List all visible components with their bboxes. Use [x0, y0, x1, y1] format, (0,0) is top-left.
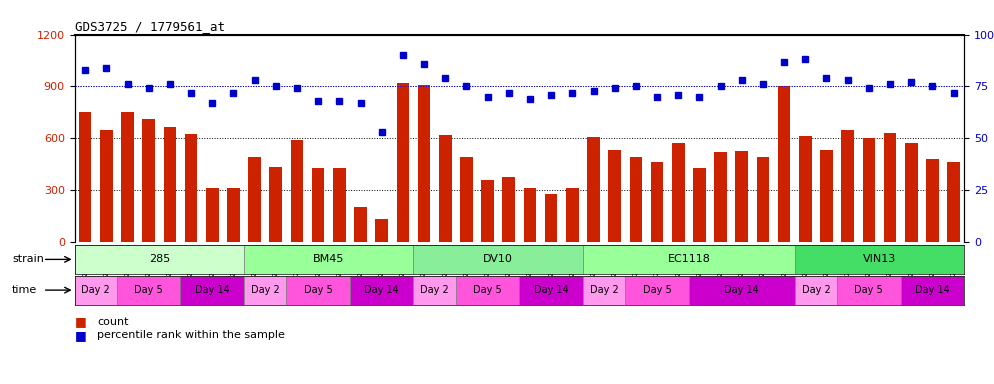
Text: Day 2: Day 2 — [420, 285, 449, 295]
Text: Day 2: Day 2 — [801, 285, 830, 295]
Bar — [312, 168, 324, 242]
Bar — [414, 276, 456, 305]
Bar — [397, 83, 410, 242]
Bar — [863, 138, 876, 242]
Text: GDS3725 / 1779561_at: GDS3725 / 1779561_at — [75, 20, 225, 33]
Bar — [524, 189, 537, 242]
Text: Day 14: Day 14 — [534, 285, 569, 295]
Bar — [269, 167, 282, 242]
Bar — [502, 177, 515, 242]
Bar — [926, 159, 938, 242]
Text: Day 5: Day 5 — [855, 285, 884, 295]
Bar — [286, 276, 350, 305]
Bar — [121, 113, 134, 242]
Bar — [582, 245, 795, 274]
Text: EC1118: EC1118 — [667, 254, 711, 265]
Bar — [884, 133, 897, 242]
Text: Day 5: Day 5 — [304, 285, 333, 295]
Bar — [79, 113, 91, 242]
Text: Day 2: Day 2 — [250, 285, 279, 295]
Text: time: time — [12, 285, 37, 295]
Bar — [481, 180, 494, 242]
Text: Day 2: Day 2 — [82, 285, 110, 295]
Bar — [117, 276, 181, 305]
Text: ■: ■ — [75, 329, 86, 342]
Bar — [841, 130, 854, 242]
Bar — [715, 152, 727, 242]
Bar — [376, 220, 388, 242]
Text: DV10: DV10 — [483, 254, 513, 265]
Text: Day 2: Day 2 — [589, 285, 618, 295]
Bar — [736, 151, 748, 242]
Text: Day 5: Day 5 — [473, 285, 502, 295]
Text: Day 5: Day 5 — [643, 285, 671, 295]
Text: Day 5: Day 5 — [134, 285, 163, 295]
Bar — [354, 207, 367, 242]
Bar — [248, 157, 261, 242]
Bar — [75, 245, 244, 274]
Bar — [460, 157, 473, 242]
Bar — [206, 189, 219, 242]
Text: ■: ■ — [75, 315, 86, 328]
Bar — [672, 144, 685, 242]
Bar — [100, 131, 112, 242]
Bar — [566, 189, 579, 242]
Bar — [244, 245, 414, 274]
Bar — [608, 151, 621, 242]
Bar — [142, 119, 155, 242]
Bar — [456, 276, 519, 305]
Bar — [693, 169, 706, 242]
Bar — [439, 135, 451, 242]
Text: Day 14: Day 14 — [365, 285, 399, 295]
Bar — [795, 276, 837, 305]
Bar — [333, 168, 346, 242]
Text: VIN13: VIN13 — [863, 254, 896, 265]
Bar — [545, 194, 558, 242]
Bar — [625, 276, 689, 305]
Text: strain: strain — [12, 254, 44, 265]
Bar — [414, 245, 582, 274]
Text: Day 14: Day 14 — [915, 285, 950, 295]
Bar — [795, 245, 964, 274]
Bar — [163, 127, 176, 242]
Text: count: count — [97, 317, 129, 327]
Bar — [756, 157, 769, 242]
Text: 285: 285 — [149, 254, 170, 265]
Bar — [947, 162, 960, 242]
Text: Day 14: Day 14 — [195, 285, 230, 295]
Bar — [777, 86, 790, 242]
Text: Day 14: Day 14 — [725, 285, 759, 295]
Bar — [185, 134, 198, 242]
Bar — [587, 137, 599, 242]
Bar — [799, 136, 812, 242]
Bar — [520, 276, 582, 305]
Bar — [837, 276, 901, 305]
Bar — [75, 276, 117, 305]
Bar — [417, 85, 430, 242]
Bar — [181, 276, 244, 305]
Bar — [689, 276, 795, 305]
Bar — [901, 276, 964, 305]
Bar — [290, 140, 303, 242]
Bar — [244, 276, 286, 305]
Bar — [905, 142, 917, 242]
Text: percentile rank within the sample: percentile rank within the sample — [97, 330, 285, 340]
Bar — [350, 276, 414, 305]
Bar — [820, 151, 833, 242]
Bar — [582, 276, 625, 305]
Bar — [651, 162, 663, 242]
Bar — [227, 189, 240, 242]
Text: BM45: BM45 — [313, 254, 344, 265]
Bar — [629, 157, 642, 242]
